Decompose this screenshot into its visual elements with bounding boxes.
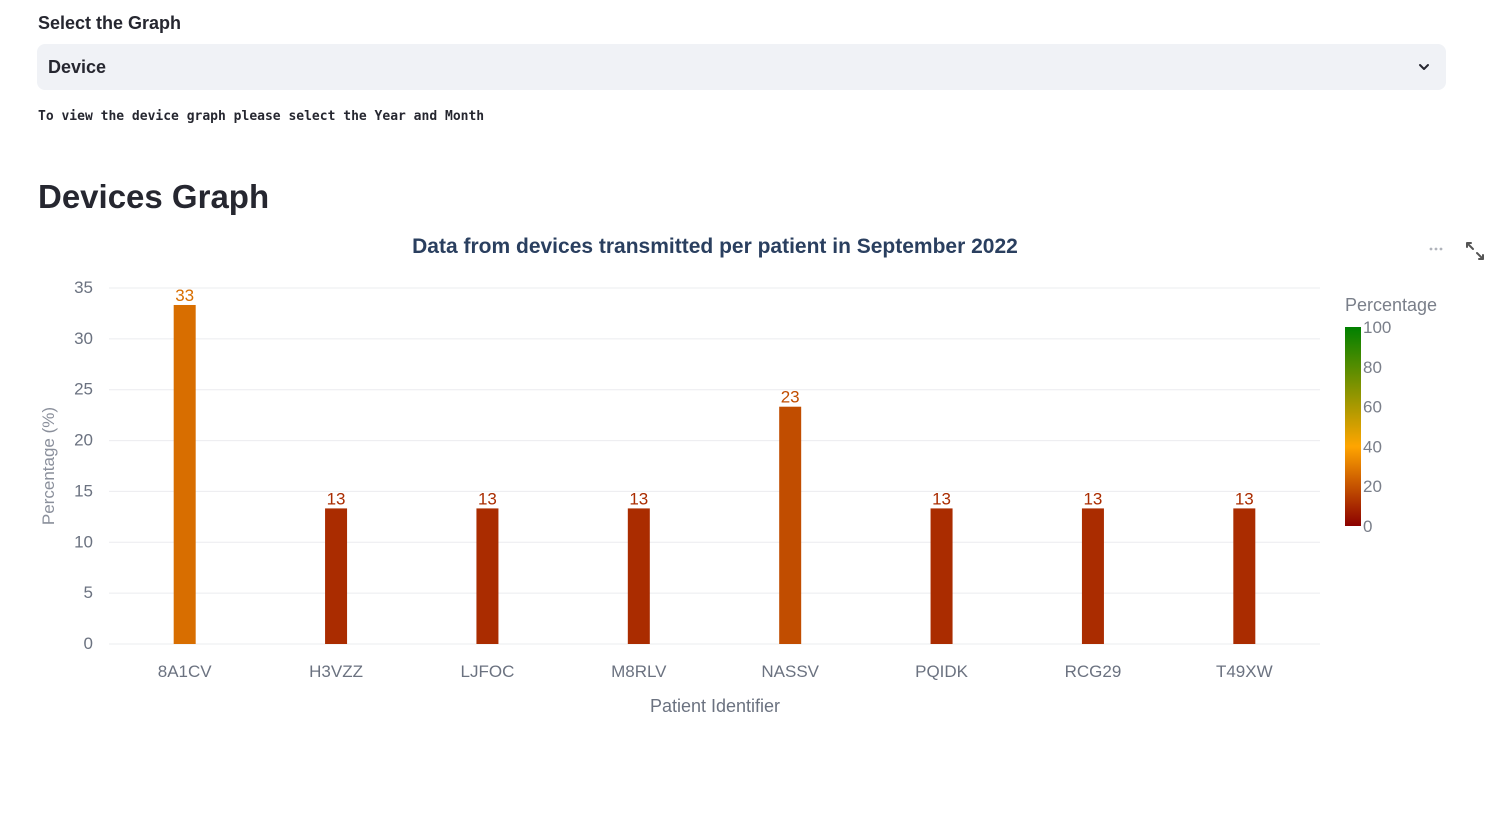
colorbar-tick-label: 0 — [1363, 517, 1372, 536]
y-tick-label: 35 — [74, 278, 93, 297]
bar-data-label: 13 — [478, 489, 497, 508]
y-tick-label: 5 — [84, 583, 93, 602]
x-tick-label: M8RLV — [611, 662, 667, 681]
page-title: Devices Graph — [38, 178, 270, 215]
bar-data-label: 23 — [781, 388, 800, 407]
chart-toolbar — [1420, 240, 1490, 262]
colorbar-title: Percentage — [1345, 295, 1437, 315]
bar[interactable] — [779, 406, 802, 644]
y-tick-label: 30 — [74, 329, 93, 348]
colorbar-tick-label: 40 — [1363, 437, 1382, 456]
x-tick-label: 8A1CV — [158, 662, 213, 681]
x-tick-label: T49XW — [1216, 662, 1273, 681]
bar[interactable] — [627, 508, 650, 644]
bar-data-label: 13 — [1083, 489, 1102, 508]
bar-data-label: 13 — [932, 489, 951, 508]
graph-select[interactable]: Device — [37, 44, 1446, 90]
instruction-text: To view the device graph please select t… — [38, 109, 485, 124]
x-tick-label: NASSV — [761, 662, 819, 681]
bar[interactable] — [1081, 508, 1104, 644]
graph-select-value: Device — [48, 56, 107, 77]
bar[interactable] — [1233, 508, 1256, 644]
more-horizontal-icon[interactable] — [1424, 240, 1446, 260]
colorbar-tick-label: 100 — [1363, 318, 1391, 337]
fullscreen-expand-icon[interactable] — [1464, 240, 1486, 262]
y-axis-title: Percentage (%) — [39, 407, 58, 525]
y-tick-label: 15 — [74, 481, 93, 500]
colorbar-tick-label: 20 — [1363, 477, 1382, 496]
chart-gridlines: 0 5 10 15 20 25 30 35 — [74, 278, 1320, 653]
y-tick-label: 25 — [74, 380, 93, 399]
x-axis-title: Patient Identifier — [650, 696, 780, 716]
colorbar: Percentage 0 20 40 60 80 100 — [1345, 295, 1437, 536]
chart-bars: 33 8A1CV 13 H3VZZ 13 LJFOC 13 M8RLV 23 NASSV 13 PQI… — [158, 286, 1273, 681]
x-tick-label: H3VZZ — [309, 662, 363, 681]
select-graph-label: Select the Graph — [38, 13, 182, 33]
x-tick-label: LJFOC — [461, 662, 515, 681]
x-tick-label: RCG29 — [1065, 662, 1122, 681]
chart-title: Data from devices transmitted per patien… — [412, 235, 1018, 258]
bar-data-label: 13 — [1235, 489, 1254, 508]
bar-data-label: 13 — [327, 489, 346, 508]
bar-data-label: 13 — [629, 489, 648, 508]
y-tick-label: 0 — [84, 634, 93, 653]
bar[interactable] — [325, 508, 348, 644]
colorbar-tick-label: 60 — [1363, 398, 1382, 417]
y-tick-label: 20 — [74, 431, 93, 450]
colorbar-gradient — [1345, 327, 1361, 526]
bar[interactable] — [476, 508, 499, 644]
bar[interactable] — [173, 304, 196, 644]
bar[interactable] — [930, 508, 953, 644]
y-tick-label: 10 — [74, 532, 93, 551]
x-tick-label: PQIDK — [915, 662, 969, 681]
colorbar-tick-label: 80 — [1363, 358, 1382, 377]
bar-data-label: 33 — [175, 286, 194, 305]
chevron-down-icon — [1416, 59, 1432, 75]
